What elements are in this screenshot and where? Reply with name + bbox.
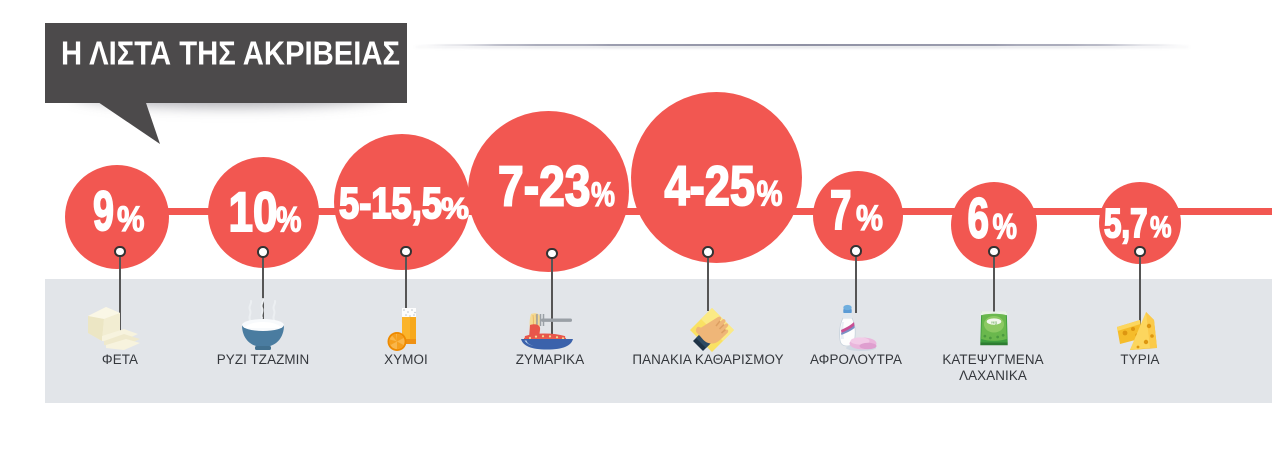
svg-text:4-25: 4-25 [665,154,756,217]
svg-text:%: % [441,193,469,226]
svg-text:7-23: 7-23 [498,155,591,218]
svg-text:%: % [591,176,615,214]
svg-text:%: % [993,207,1018,246]
svg-text:%: % [757,175,783,214]
svg-text:%: % [856,199,883,238]
svg-text:10: 10 [229,180,278,243]
svg-text:7: 7 [830,178,852,241]
svg-text:%: % [1150,211,1172,244]
svg-text:5,7: 5,7 [1104,200,1148,246]
svg-text:%: % [117,200,145,239]
svg-text:veg: veg [991,320,997,324]
svg-text:%: % [276,200,302,239]
svg-text:5-15,5: 5-15,5 [339,179,442,228]
svg-text:Η ΛΙΣΤΑ ΤΗΣ ΑΚΡΙΒΕΙΑΣ: Η ΛΙΣΤΑ ΤΗΣ ΑΚΡΙΒΕΙΑΣ [61,35,400,72]
svg-text:6: 6 [968,187,990,251]
svg-text:9: 9 [93,179,114,242]
